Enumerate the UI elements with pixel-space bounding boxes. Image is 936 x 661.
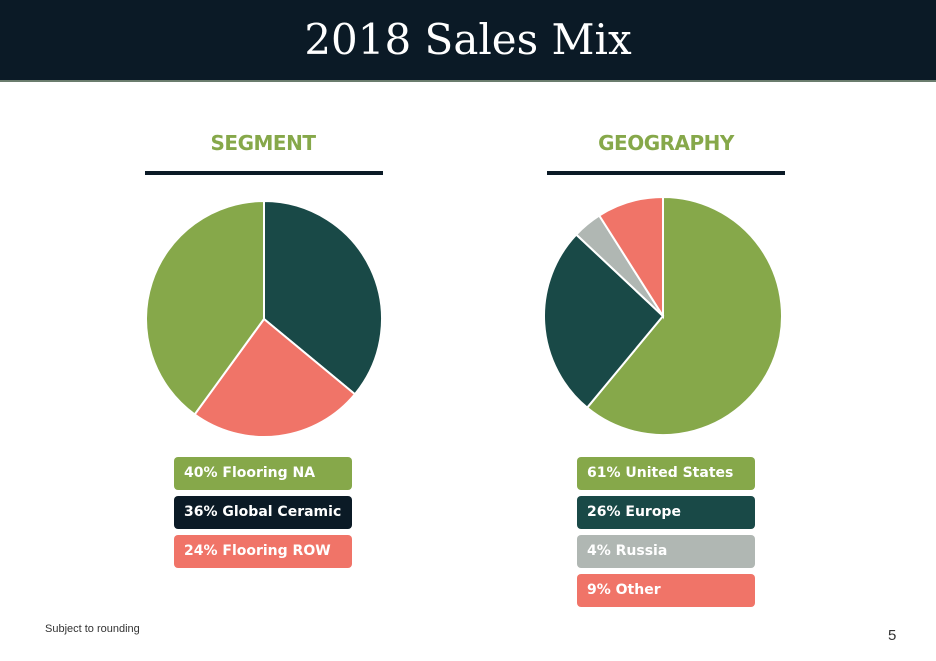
segment-pie-chart	[145, 199, 383, 438]
pie-slice-united-states	[585, 195, 783, 436]
segment-title: SEGMENT	[210, 131, 316, 155]
geography-legend-europe: 26% Europe	[577, 496, 755, 529]
geography-pie-chart	[543, 195, 783, 436]
pie-slice-other	[597, 195, 664, 320]
segment-rule	[145, 171, 383, 175]
geography-title: GEOGRAPHY	[598, 131, 734, 155]
pie-slice-flooring-row	[193, 317, 357, 438]
pie-slice-flooring-na	[145, 199, 265, 416]
geography-legend-united-states: 61% United States	[577, 457, 755, 490]
page-title: 2018 Sales Mix	[304, 15, 632, 64]
pie-slice-global-ceramic	[263, 199, 383, 396]
title-bar: 2018 Sales Mix	[0, 0, 936, 82]
segment-legend-flooring-row: 24% Flooring ROW	[174, 535, 352, 568]
geography-legend-russia: 4% Russia	[577, 535, 755, 568]
geography-rule	[547, 171, 785, 175]
geography-legend-other: 9% Other	[577, 574, 755, 607]
page-number: 5	[888, 627, 897, 644]
segment-legend-global-ceramic: 36% Global Ceramic	[174, 496, 352, 529]
pie-slice-europe	[543, 233, 665, 410]
footnote: Subject to rounding	[45, 623, 140, 635]
segment-legend-flooring-na: 40% Flooring NA	[174, 457, 352, 490]
